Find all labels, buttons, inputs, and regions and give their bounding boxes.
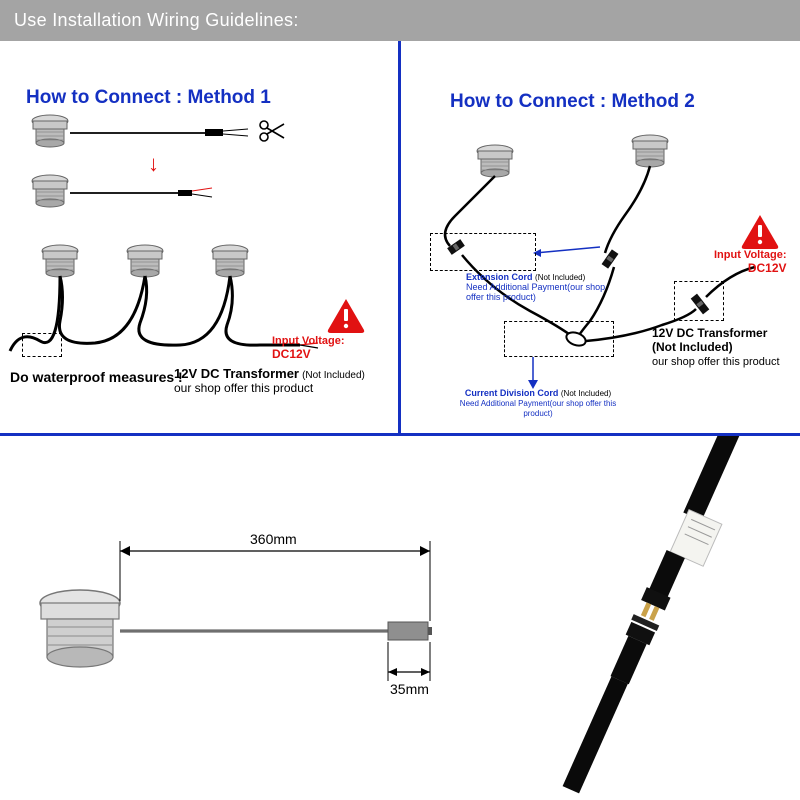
bottom-diagram xyxy=(0,436,800,796)
m2-div-line2: Need Additional Payment(our shop offer t… xyxy=(460,399,616,418)
dimensions-section: 360mm 35mm xyxy=(0,436,800,796)
m2-ivolt-val: DC12V xyxy=(748,261,787,275)
m1-ivolt-label: Input Voltage: xyxy=(272,335,345,347)
m2-tr1: 12V DC Transformer xyxy=(652,326,767,340)
m2-ext-offer: offer this product) xyxy=(466,292,536,302)
m1-ivolt-value: DC12V xyxy=(272,347,311,361)
dim-35: 35mm xyxy=(390,681,429,697)
m1-trans2: our shop offer this product xyxy=(174,381,313,395)
m2-ext-ni: (Not Included) xyxy=(535,273,585,282)
method1-title: How to Connect : Method 1 xyxy=(26,87,271,109)
m2-div-label: Current Division Cord xyxy=(465,388,559,398)
m2-extension-box xyxy=(430,233,536,271)
m2-div-ni: (Not Included) xyxy=(561,389,611,398)
method1-splice-box xyxy=(22,333,62,357)
method2-title: How to Connect : Method 2 xyxy=(450,91,695,113)
method1-waterproof-note: Do waterproof measures ! xyxy=(10,369,183,385)
banner-title: Use Installation Wiring Guidelines: xyxy=(14,10,299,30)
m2-ivolt-lab: Input Voltage: xyxy=(714,249,787,261)
header-banner: Use Installation Wiring Guidelines: xyxy=(0,0,800,41)
m2-coupler-mid xyxy=(602,249,619,268)
m2-tr3: our shop offer this product xyxy=(652,356,780,368)
dim-360: 360mm xyxy=(250,531,297,547)
methods-section: How to Connect : Method 1 xyxy=(0,41,800,436)
m1-trans1: 12V DC Transformer xyxy=(174,366,299,381)
vertical-divider xyxy=(398,41,401,436)
method1-arrow-icon: ↓ xyxy=(148,151,159,177)
m2-transformer-box xyxy=(674,281,724,321)
m1-trans-ni: (Not Included) xyxy=(302,370,365,381)
m2-tr2: (Not Included) xyxy=(652,340,733,354)
m2-ext-pay: Need Additional Payment(our shop xyxy=(466,282,605,292)
m2-division-box xyxy=(504,321,614,357)
m2-ext-label: Extension Cord xyxy=(466,272,533,282)
